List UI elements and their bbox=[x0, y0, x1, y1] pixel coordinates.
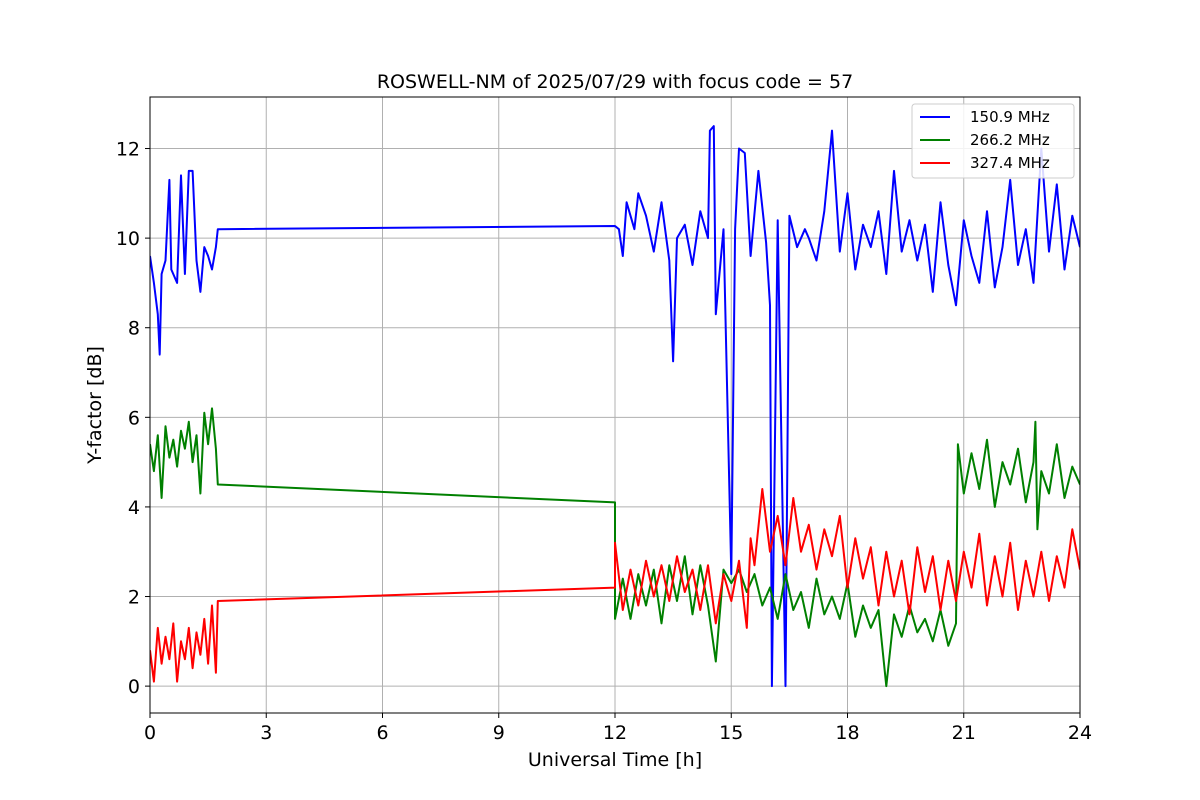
series-line-1 bbox=[150, 125, 1080, 688]
x-tick-label: 12 bbox=[603, 722, 627, 744]
y-tick-label: 10 bbox=[116, 228, 140, 250]
series-line-3 bbox=[150, 488, 1080, 683]
legend: 150.9 MHz 266.2 MHz 327.4 MHz bbox=[911, 103, 1075, 179]
series-line-2 bbox=[150, 407, 1080, 688]
x-tick-label: 21 bbox=[952, 722, 976, 744]
x-tick-label: 0 bbox=[144, 722, 156, 744]
y-tick-label: 12 bbox=[116, 139, 140, 161]
y-axis: 0 2 4 6 8 10 12 bbox=[116, 139, 150, 698]
grid bbox=[149, 97, 1081, 713]
x-tick-label: 15 bbox=[719, 722, 743, 744]
x-tick-label: 18 bbox=[835, 722, 859, 744]
x-tick-label: 6 bbox=[376, 722, 388, 744]
y-tick-label: 0 bbox=[128, 676, 140, 698]
y-tick-label: 2 bbox=[128, 587, 140, 609]
legend-label: 327.4 MHz bbox=[970, 154, 1050, 172]
y-tick-label: 4 bbox=[128, 497, 140, 519]
y-tick-label: 6 bbox=[128, 407, 140, 429]
series-group bbox=[150, 125, 1080, 688]
x-axis-label: Universal Time [h] bbox=[528, 749, 702, 771]
legend-box bbox=[911, 103, 1075, 179]
y-axis-label: Y-factor [dB] bbox=[84, 346, 106, 465]
x-tick-label: 9 bbox=[493, 722, 505, 744]
x-tick-label: 24 bbox=[1068, 722, 1092, 744]
y-tick-label: 8 bbox=[128, 318, 140, 340]
x-tick-label: 3 bbox=[260, 722, 272, 744]
x-axis: 0 3 6 9 12 15 18 21 24 bbox=[144, 713, 1092, 744]
chart-title: ROSWELL-NM of 2025/07/29 with focus code… bbox=[377, 71, 853, 93]
legend-label: 266.2 MHz bbox=[970, 131, 1050, 149]
legend-label: 150.9 MHz bbox=[970, 108, 1050, 126]
